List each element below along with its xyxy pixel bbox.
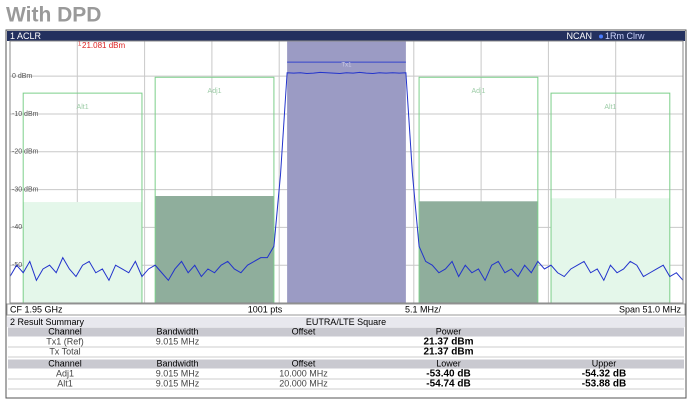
center-frequency: CF 1.95 GHz bbox=[10, 304, 63, 314]
legend-label: 1Rm Clrw bbox=[605, 31, 645, 41]
column-header: Upper bbox=[592, 358, 617, 368]
plot-border bbox=[9, 40, 684, 304]
cell: 9.015 MHz bbox=[156, 336, 200, 346]
plot: 0 dBm-10 dBm-20 dBm-30 dBm-40 dBm-50 dBm… bbox=[9, 40, 684, 304]
division: 5.1 MHz/ bbox=[405, 304, 442, 314]
cell: Tx1 (Ref) bbox=[46, 336, 84, 346]
mode-label: NCAN bbox=[566, 31, 592, 41]
cell: 10.000 MHz bbox=[279, 368, 328, 378]
table-mode: EUTRA/LTE Square bbox=[306, 317, 386, 327]
channel-area bbox=[155, 196, 274, 303]
channel-label: Adj1 bbox=[208, 88, 222, 95]
column-header: Bandwidth bbox=[156, 358, 198, 368]
y-tick-label: -20 dBm bbox=[12, 149, 39, 156]
cell: Adj1 bbox=[56, 368, 74, 378]
column-header: Channel bbox=[48, 326, 82, 336]
header-row bbox=[8, 359, 684, 369]
result-table: Channel Bandwidth Offset Power Tx1 (Ref) 9.01… bbox=[8, 326, 684, 390]
trace bbox=[9, 71, 684, 282]
table-header bbox=[7, 317, 685, 327]
limit-line bbox=[418, 76, 539, 303]
cell: Tx Total bbox=[49, 346, 80, 356]
result-cell: 21.37 dBm bbox=[423, 347, 473, 358]
result-cell: -53.40 dB bbox=[426, 369, 470, 380]
channel-label: Alt1 bbox=[77, 104, 89, 111]
y-tick-label: -30 dBm bbox=[12, 186, 39, 193]
marker-index: 1 bbox=[78, 42, 82, 48]
trace-dot bbox=[599, 34, 603, 39]
cell: 20.000 MHz bbox=[279, 378, 328, 388]
result-cell: -53.88 dB bbox=[582, 379, 626, 390]
result-cell: -54.32 dB bbox=[582, 369, 626, 380]
page-title: With DPD bbox=[6, 4, 101, 27]
column-header: Power bbox=[436, 326, 462, 336]
result-cell: -54.74 dB bbox=[426, 379, 470, 390]
y-tick-label: -10 dBm bbox=[12, 111, 39, 118]
limit-line bbox=[154, 76, 275, 303]
channel-area bbox=[287, 41, 406, 303]
limit-line bbox=[22, 92, 143, 303]
cell: 9.015 MHz bbox=[156, 378, 200, 388]
channel-area bbox=[551, 198, 670, 303]
limit-line bbox=[550, 92, 671, 303]
column-header: Lower bbox=[436, 358, 461, 368]
channel-label: Alt1 bbox=[604, 104, 616, 111]
span: Span 51.0 MHz bbox=[619, 304, 682, 314]
table-title: 2 Result Summary bbox=[10, 317, 85, 327]
column-header: Channel bbox=[48, 358, 82, 368]
channel-area bbox=[23, 202, 142, 303]
channel-label: Tx1 bbox=[341, 63, 352, 69]
points: 1001 pts bbox=[248, 304, 283, 314]
footer-bar bbox=[6, 303, 686, 316]
window-title: 1 ACLR bbox=[10, 31, 42, 41]
cell: 9.015 MHz bbox=[156, 368, 200, 378]
column-header: Bandwidth bbox=[156, 326, 198, 336]
cell: Alt1 bbox=[57, 378, 73, 388]
y-tick-label: 0 dBm bbox=[12, 73, 32, 80]
column-header: Offset bbox=[292, 358, 316, 368]
window-header bbox=[7, 31, 685, 41]
channel-area bbox=[419, 201, 538, 303]
channel-label: Adj1 bbox=[471, 88, 485, 95]
result-cell: 21.37 dBm bbox=[423, 337, 473, 348]
marker-readout: 21.081 dBm bbox=[82, 41, 125, 50]
column-header: Offset bbox=[292, 326, 316, 336]
header-row bbox=[8, 327, 684, 337]
